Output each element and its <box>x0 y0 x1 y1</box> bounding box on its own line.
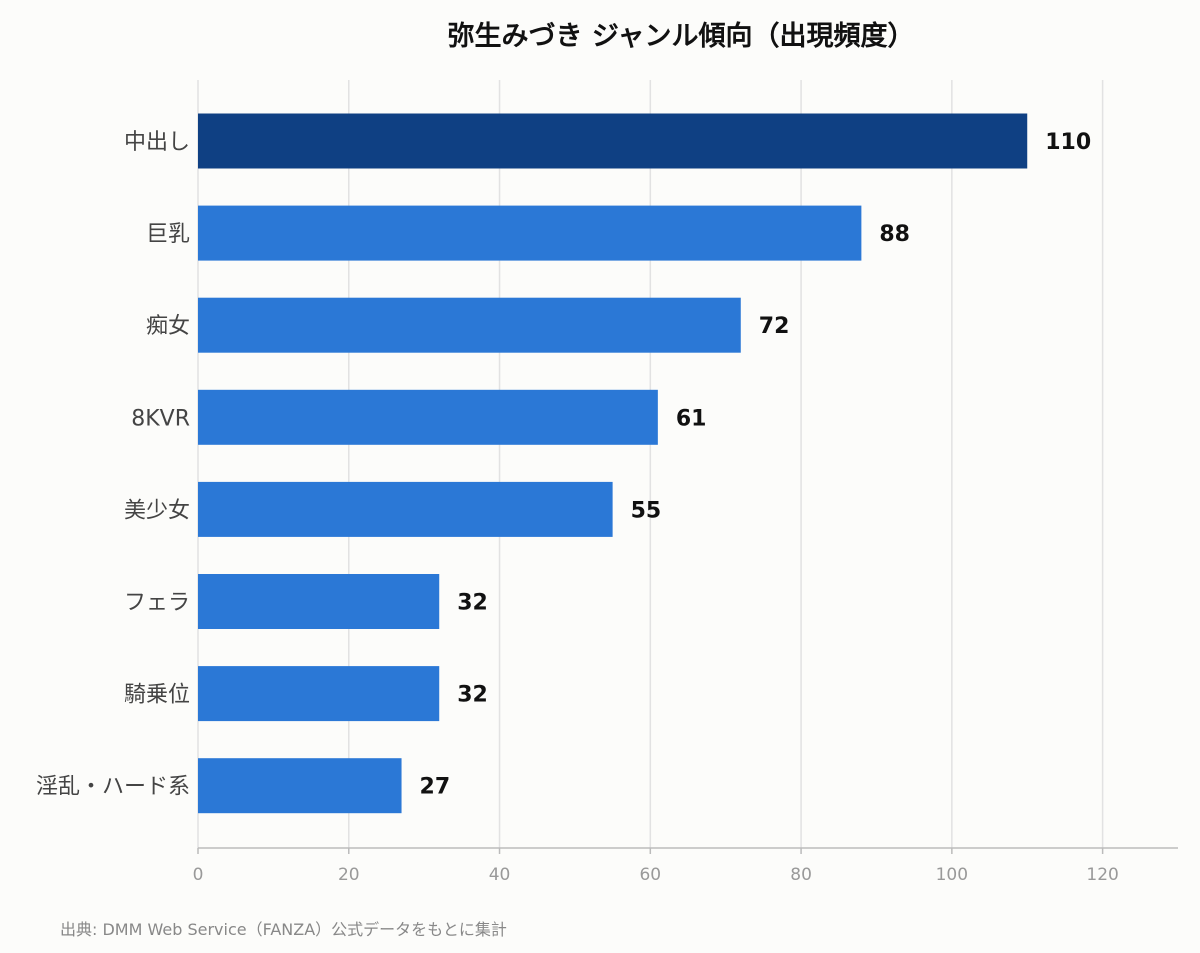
value-label: 88 <box>879 222 910 247</box>
value-label: 32 <box>457 683 488 708</box>
x-axis: 0 20 40 60 80 100 120 <box>193 847 1178 885</box>
value-label: 27 <box>420 775 451 800</box>
value-labels: 110 88 72 61 55 32 32 27 <box>420 130 1092 800</box>
source-note: 出典: DMM Web Service（FANZA）公式データをもとに集計 <box>60 920 507 939</box>
bar <box>198 297 741 353</box>
x-tick-label: 100 <box>936 865 968 885</box>
x-tick-label: 40 <box>489 865 511 885</box>
grid-lines <box>197 80 1104 848</box>
chart-title: 弥生みづき ジャンル傾向（出現頻度） <box>447 20 914 52</box>
value-label: 55 <box>631 498 662 523</box>
bar <box>198 113 1028 169</box>
x-tick-label: 120 <box>1086 865 1118 885</box>
value-label: 32 <box>457 591 488 616</box>
bar <box>198 574 440 629</box>
category-label: 痴女 <box>146 314 190 339</box>
value-label: 61 <box>676 406 707 431</box>
x-tick-label: 20 <box>338 865 360 885</box>
category-label: 中出し <box>124 130 190 155</box>
x-tick-label: 80 <box>790 865 812 885</box>
bar <box>198 389 658 445</box>
category-label: フェラ <box>124 591 190 616</box>
x-tick-label: 0 <box>193 865 204 885</box>
bar <box>198 481 613 537</box>
x-tick-label: 60 <box>639 865 661 885</box>
value-label: 110 <box>1045 130 1091 155</box>
bar <box>198 666 440 722</box>
bar <box>198 758 402 814</box>
category-label: 巨乳 <box>146 222 190 247</box>
bar <box>198 205 862 261</box>
category-label: 淫乱・ハード系 <box>36 775 190 800</box>
category-label: 美少女 <box>124 498 190 523</box>
value-label: 72 <box>759 314 790 339</box>
category-label: 騎乗位 <box>124 683 190 708</box>
category-label: 8KVR <box>131 406 190 431</box>
bars <box>198 113 1028 814</box>
